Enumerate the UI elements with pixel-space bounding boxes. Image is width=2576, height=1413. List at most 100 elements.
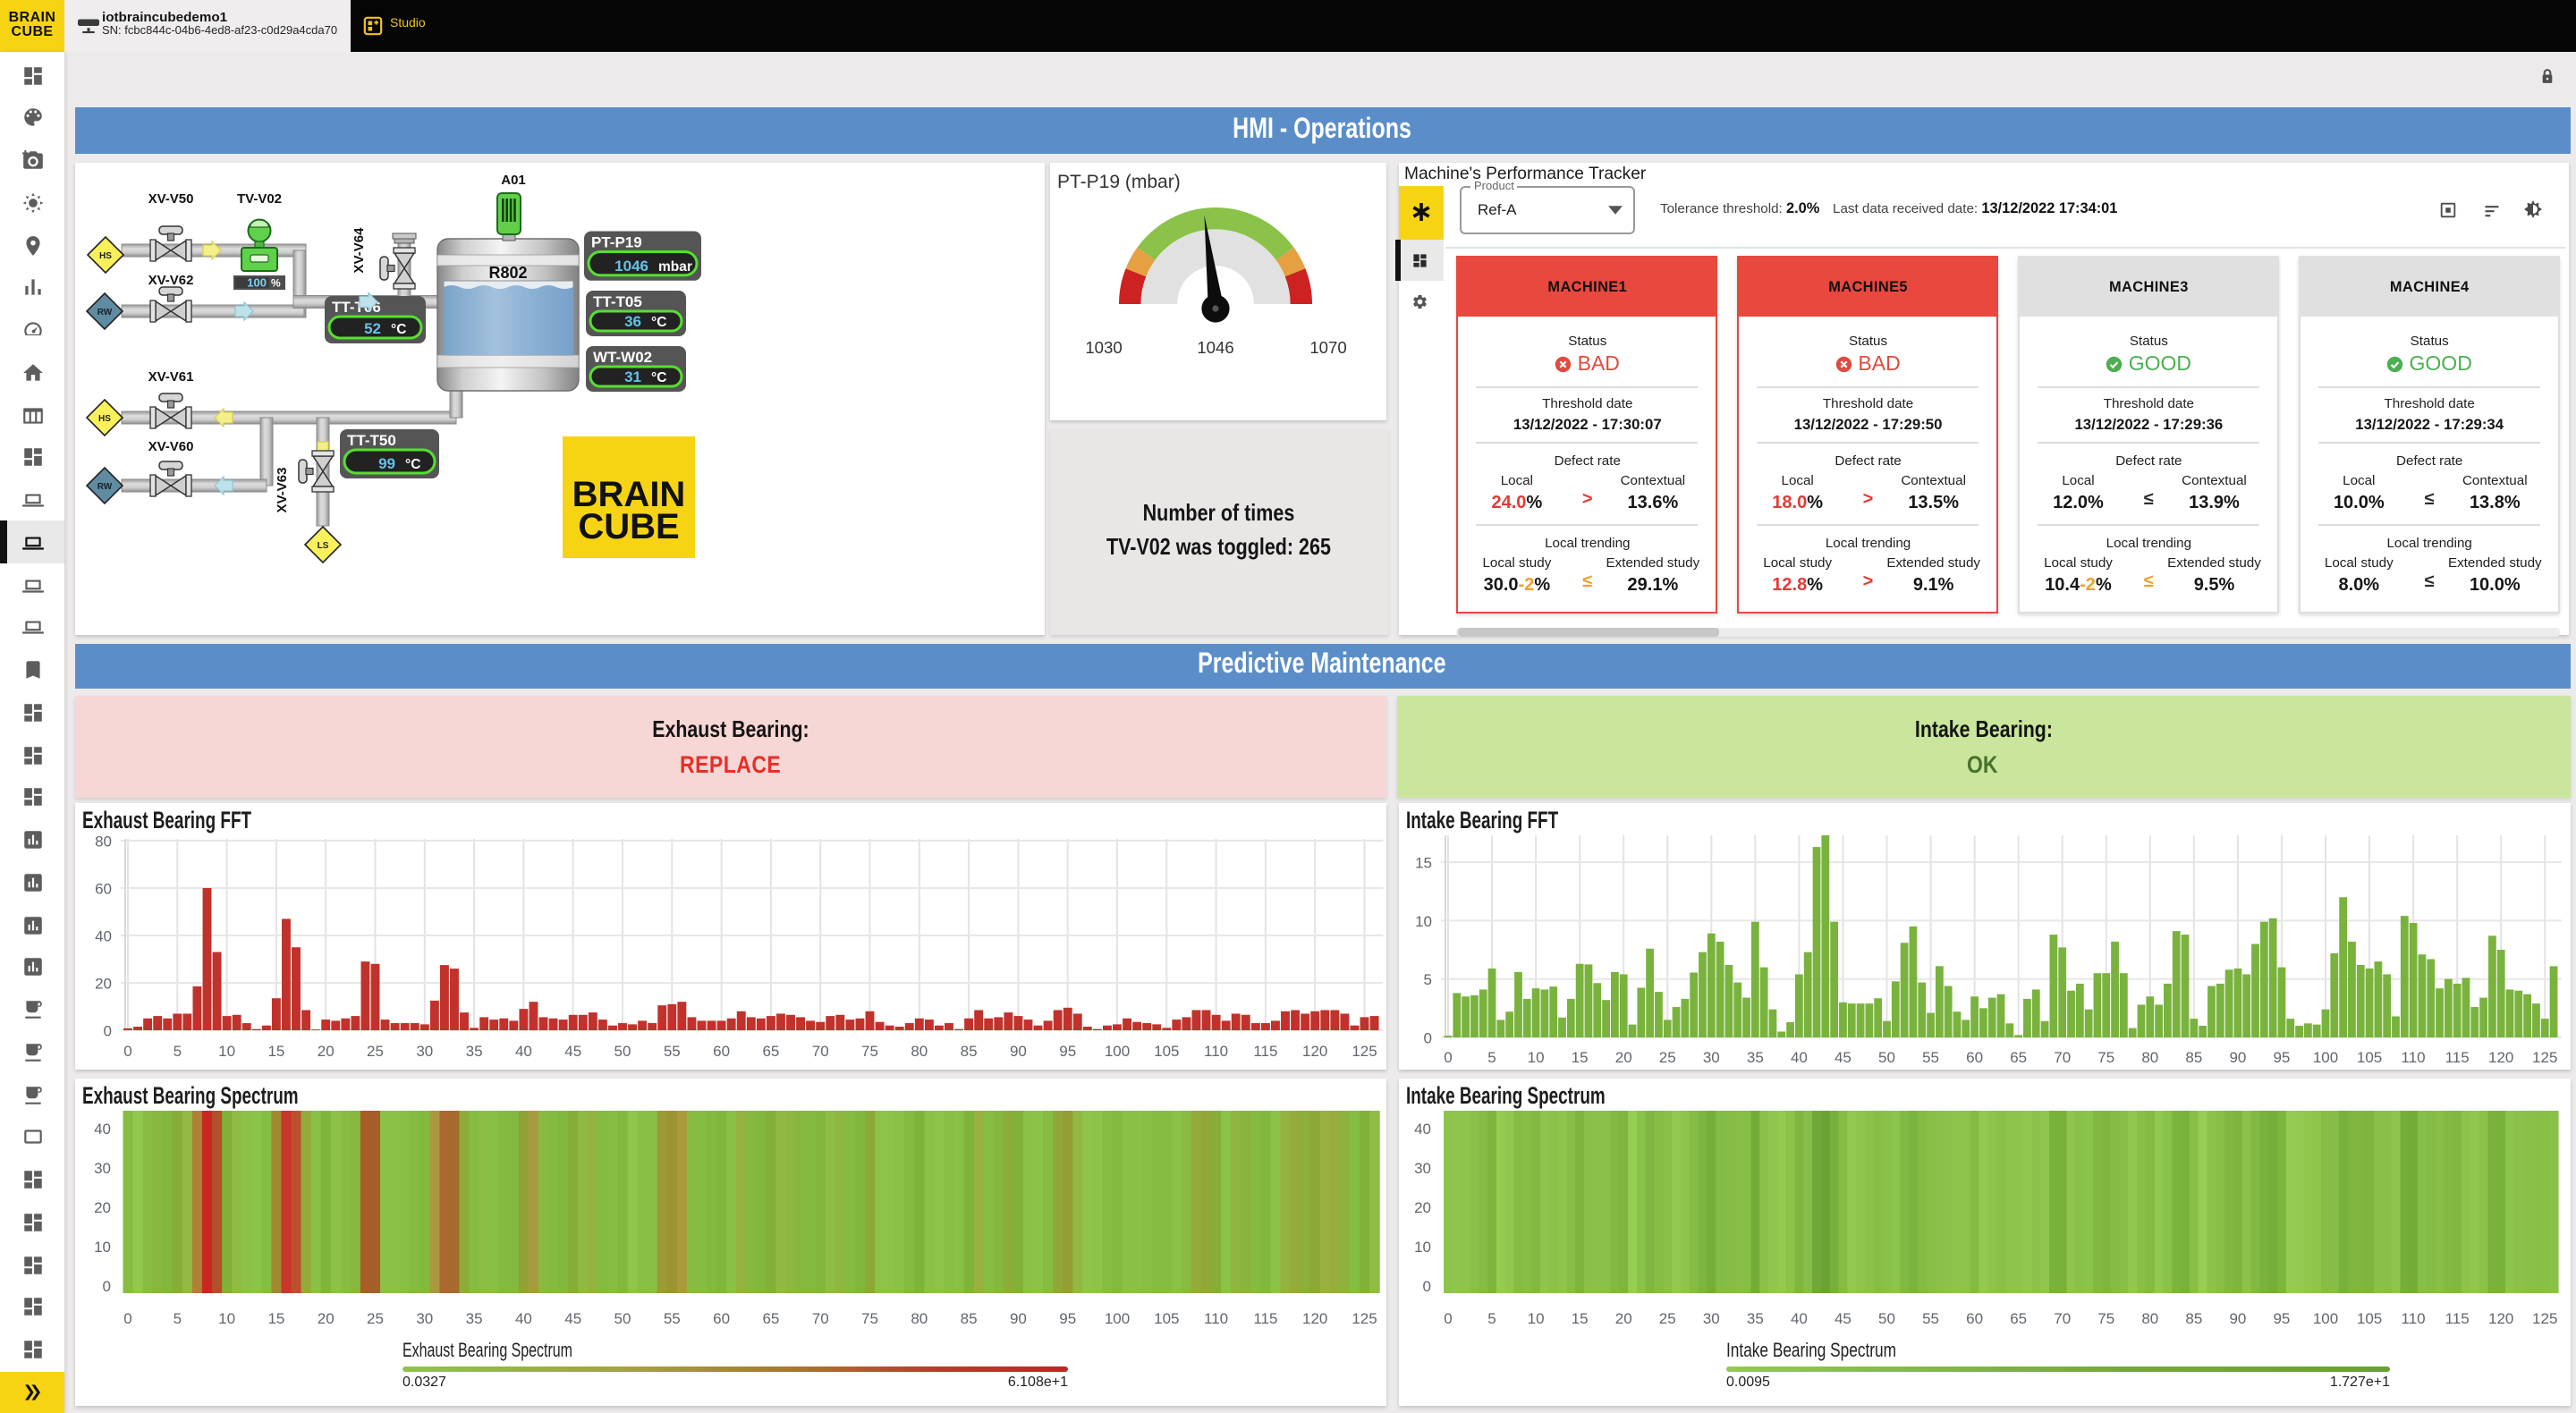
- svg-text:10: 10: [1528, 1310, 1545, 1327]
- svg-text:XV-V50: XV-V50: [148, 190, 193, 206]
- svg-text:TT-T50: TT-T50: [346, 431, 395, 448]
- svg-text:30: 30: [1703, 1049, 1720, 1066]
- svg-text:XV-V61: XV-V61: [148, 368, 193, 384]
- svg-text:20: 20: [1615, 1049, 1632, 1066]
- svg-text:30: 30: [1703, 1310, 1720, 1327]
- svg-text:HS: HS: [98, 250, 111, 260]
- svg-text:105: 105: [1154, 1043, 1179, 1060]
- svg-text:0: 0: [1444, 1310, 1452, 1327]
- svg-text:70: 70: [812, 1310, 829, 1327]
- svg-text:45: 45: [564, 1310, 581, 1327]
- svg-text:55: 55: [664, 1043, 681, 1060]
- svg-text:35: 35: [466, 1043, 483, 1060]
- svg-text:55: 55: [1922, 1310, 1939, 1327]
- svg-text:60: 60: [1966, 1310, 1983, 1327]
- svg-text:60: 60: [713, 1043, 730, 1060]
- svg-text:30: 30: [416, 1310, 433, 1327]
- svg-text:35: 35: [1747, 1310, 1764, 1327]
- svg-text:125: 125: [2532, 1310, 2557, 1327]
- svg-text:75: 75: [861, 1043, 878, 1060]
- svg-text:80: 80: [95, 833, 112, 850]
- svg-text:40: 40: [95, 927, 112, 944]
- svg-text:RW: RW: [97, 307, 112, 317]
- svg-text:65: 65: [2010, 1049, 2027, 1066]
- svg-text:125: 125: [1352, 1043, 1377, 1060]
- svg-text:120: 120: [1302, 1043, 1327, 1060]
- svg-text:°C: °C: [404, 456, 419, 471]
- svg-text:15: 15: [267, 1310, 284, 1327]
- svg-text:115: 115: [2445, 1310, 2470, 1327]
- svg-text:115: 115: [2445, 1049, 2470, 1066]
- svg-text:20: 20: [318, 1310, 335, 1327]
- svg-text:115: 115: [1253, 1043, 1277, 1060]
- svg-text:52: 52: [363, 319, 380, 336]
- svg-text:30: 30: [94, 1160, 111, 1177]
- svg-text:10: 10: [94, 1239, 111, 1256]
- svg-text:5: 5: [174, 1310, 182, 1327]
- svg-text:50: 50: [1878, 1049, 1895, 1066]
- svg-text:95: 95: [1059, 1310, 1076, 1327]
- svg-text:20: 20: [94, 1199, 111, 1216]
- svg-text:125: 125: [2532, 1049, 2557, 1066]
- svg-text:60: 60: [95, 880, 112, 897]
- svg-text:31: 31: [623, 368, 640, 385]
- svg-text:45: 45: [564, 1043, 581, 1060]
- svg-text:20: 20: [1615, 1310, 1632, 1327]
- svg-text:40: 40: [1791, 1049, 1808, 1066]
- svg-text:10: 10: [218, 1043, 235, 1060]
- svg-text:1046: 1046: [614, 257, 648, 274]
- svg-text:0.0095: 0.0095: [1726, 1375, 1770, 1390]
- svg-text:10: 10: [218, 1310, 235, 1327]
- svg-text:70: 70: [2054, 1049, 2071, 1066]
- svg-text:15: 15: [1572, 1049, 1589, 1066]
- svg-text:90: 90: [1010, 1310, 1027, 1327]
- svg-text:75: 75: [2097, 1049, 2114, 1066]
- svg-text:WT-W02: WT-W02: [592, 348, 651, 365]
- svg-text:25: 25: [1659, 1310, 1676, 1327]
- svg-text:10: 10: [1415, 913, 1432, 930]
- svg-text:100: 100: [1105, 1043, 1130, 1060]
- svg-text:°C: °C: [650, 369, 665, 385]
- svg-text:65: 65: [2010, 1310, 2027, 1327]
- svg-text:50: 50: [614, 1310, 631, 1327]
- svg-text:110: 110: [2402, 1049, 2426, 1066]
- svg-text:HS: HS: [97, 413, 110, 423]
- svg-text:A01: A01: [500, 172, 525, 187]
- svg-text:100: 100: [246, 275, 266, 289]
- svg-text:40: 40: [1791, 1310, 1808, 1327]
- svg-text:TT-T05: TT-T05: [592, 292, 641, 309]
- svg-text:1.727e+1: 1.727e+1: [2330, 1375, 2390, 1390]
- svg-text:25: 25: [367, 1310, 384, 1327]
- svg-text:40: 40: [94, 1121, 111, 1138]
- svg-text:75: 75: [2097, 1310, 2114, 1327]
- svg-text:120: 120: [2488, 1049, 2513, 1066]
- svg-text:20: 20: [95, 975, 112, 992]
- svg-text:45: 45: [1835, 1049, 1852, 1066]
- svg-text:XV-V60: XV-V60: [148, 438, 193, 453]
- svg-text:85: 85: [961, 1310, 978, 1327]
- svg-text:0: 0: [1444, 1049, 1452, 1066]
- svg-text:0: 0: [123, 1310, 131, 1327]
- svg-text:115: 115: [1253, 1310, 1277, 1327]
- svg-text:70: 70: [812, 1043, 829, 1060]
- svg-text:99: 99: [377, 454, 394, 471]
- svg-text:36: 36: [623, 312, 640, 329]
- svg-text:105: 105: [1154, 1310, 1179, 1327]
- svg-text:55: 55: [664, 1310, 681, 1327]
- svg-text:40: 40: [515, 1310, 532, 1327]
- svg-text:5: 5: [174, 1043, 182, 1060]
- svg-text:80: 80: [911, 1310, 928, 1327]
- svg-text:95: 95: [2273, 1310, 2290, 1327]
- svg-text:0: 0: [104, 1022, 112, 1039]
- svg-text:5: 5: [1424, 971, 1432, 988]
- svg-text:65: 65: [762, 1043, 779, 1060]
- svg-text:1070: 1070: [1309, 338, 1346, 357]
- svg-text:60: 60: [1966, 1049, 1983, 1066]
- svg-text:40: 40: [1414, 1121, 1431, 1138]
- svg-text:XV-V64: XV-V64: [351, 226, 366, 273]
- svg-text:85: 85: [961, 1043, 978, 1060]
- svg-text:%: %: [270, 276, 280, 289]
- svg-text:0: 0: [1424, 1029, 1432, 1046]
- svg-text:100: 100: [2313, 1049, 2338, 1066]
- svg-text:0: 0: [1423, 1278, 1431, 1295]
